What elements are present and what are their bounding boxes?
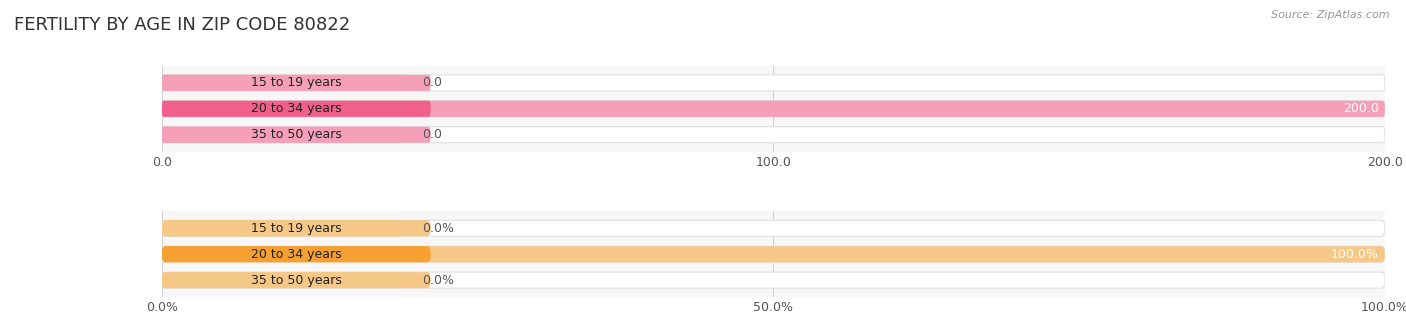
FancyBboxPatch shape	[162, 220, 404, 236]
Text: 35 to 50 years: 35 to 50 years	[250, 128, 342, 141]
FancyBboxPatch shape	[162, 246, 430, 262]
FancyBboxPatch shape	[162, 220, 430, 236]
FancyBboxPatch shape	[162, 220, 1385, 236]
Text: 15 to 19 years: 15 to 19 years	[250, 76, 342, 89]
FancyBboxPatch shape	[162, 127, 1385, 143]
Text: 20 to 34 years: 20 to 34 years	[250, 102, 342, 115]
Text: 0.0%: 0.0%	[422, 222, 454, 235]
Text: Source: ZipAtlas.com: Source: ZipAtlas.com	[1271, 10, 1389, 20]
FancyBboxPatch shape	[162, 75, 404, 91]
FancyBboxPatch shape	[162, 101, 430, 117]
FancyBboxPatch shape	[162, 272, 430, 288]
FancyBboxPatch shape	[162, 75, 430, 91]
Text: 200.0: 200.0	[1343, 102, 1379, 115]
FancyBboxPatch shape	[162, 246, 1385, 262]
FancyBboxPatch shape	[162, 127, 430, 143]
Text: 0.0: 0.0	[422, 76, 443, 89]
FancyBboxPatch shape	[162, 101, 1385, 117]
Text: 0.0%: 0.0%	[422, 274, 454, 287]
Text: 0.0: 0.0	[422, 128, 443, 141]
Text: 15 to 19 years: 15 to 19 years	[250, 222, 342, 235]
Text: 100.0%: 100.0%	[1331, 248, 1379, 261]
FancyBboxPatch shape	[162, 272, 1385, 288]
FancyBboxPatch shape	[162, 246, 1385, 262]
Text: FERTILITY BY AGE IN ZIP CODE 80822: FERTILITY BY AGE IN ZIP CODE 80822	[14, 16, 350, 35]
Text: 20 to 34 years: 20 to 34 years	[250, 248, 342, 261]
Text: 35 to 50 years: 35 to 50 years	[250, 274, 342, 287]
FancyBboxPatch shape	[162, 75, 1385, 91]
FancyBboxPatch shape	[162, 101, 1385, 117]
FancyBboxPatch shape	[162, 272, 404, 288]
FancyBboxPatch shape	[162, 127, 404, 143]
